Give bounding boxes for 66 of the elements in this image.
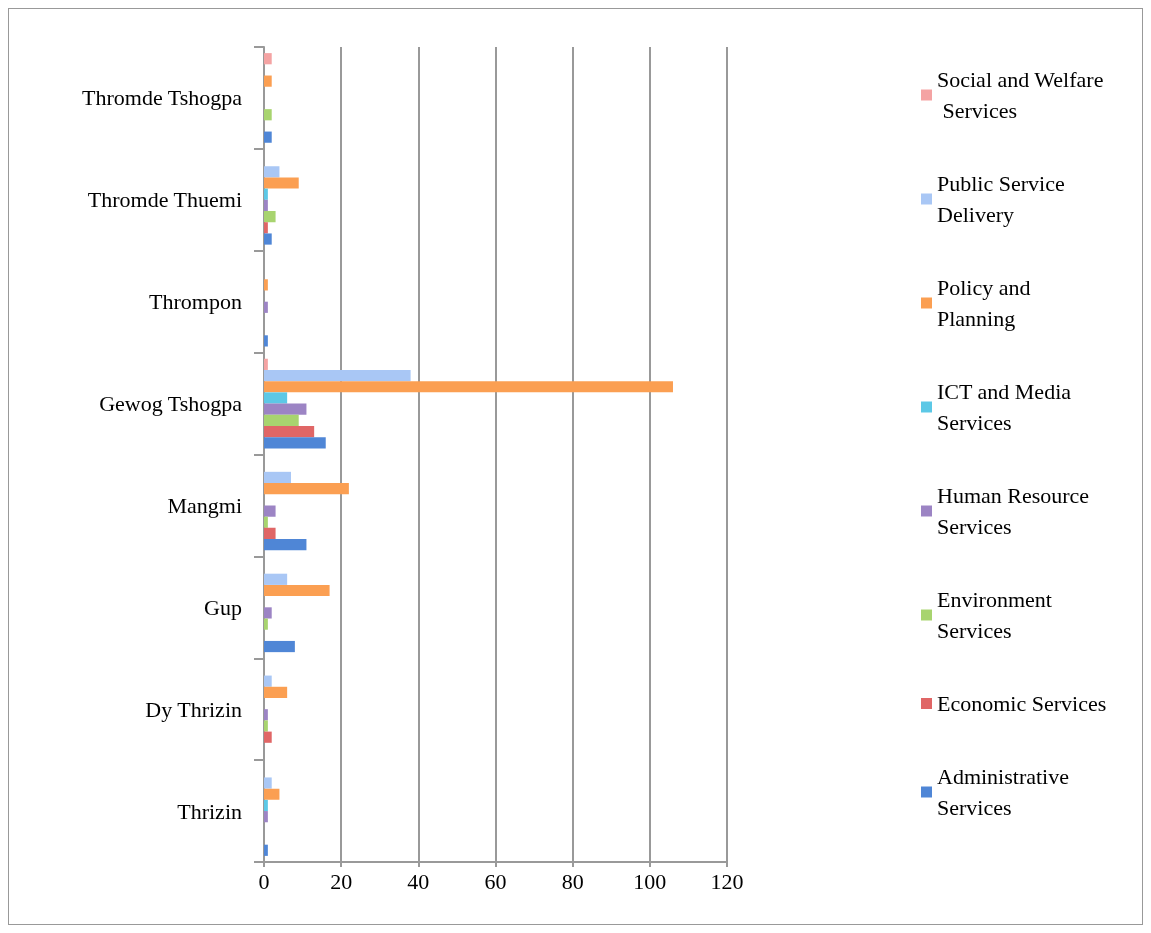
- y-tick-label: Dy Thrizin: [145, 696, 242, 722]
- legend-label: Policy and Planning: [937, 275, 1036, 331]
- bar: [264, 709, 268, 721]
- x-tick-label: 0: [258, 868, 270, 894]
- bar: [264, 437, 326, 449]
- bar: [264, 811, 268, 823]
- bar: [264, 607, 272, 619]
- bar: [264, 799, 268, 812]
- bar: [264, 199, 268, 212]
- bar: [264, 731, 272, 743]
- bar: [264, 403, 307, 415]
- bar: [264, 75, 272, 87]
- bar: [264, 53, 272, 65]
- bar: [264, 539, 307, 551]
- bar: [264, 414, 299, 426]
- bar: [264, 505, 276, 517]
- x-tick-label: 40: [407, 868, 430, 894]
- bar: [264, 788, 280, 800]
- bar: [264, 381, 673, 393]
- bar: [264, 777, 272, 789]
- legend-label: Social and Welfare Services: [937, 67, 1104, 123]
- bar: [264, 675, 272, 687]
- bar: [264, 177, 299, 189]
- x-tick-label: 20: [330, 868, 353, 894]
- bar: [264, 392, 288, 404]
- x-tick-label: 60: [484, 868, 507, 894]
- y-tick-label: Gewog Tshogpa: [99, 391, 243, 417]
- bar: [264, 301, 268, 313]
- bar: [264, 109, 272, 121]
- y-tick-label: Thrizin: [177, 798, 242, 824]
- bar: [264, 844, 268, 856]
- bar: [264, 425, 315, 438]
- x-tick-label: 100: [633, 868, 667, 894]
- bar: [264, 233, 272, 245]
- bar: [264, 131, 272, 143]
- bar: [264, 527, 276, 540]
- bar: [264, 335, 268, 347]
- bar: [264, 618, 268, 630]
- bar: [264, 369, 411, 382]
- bar: [264, 166, 280, 178]
- legend-label: Administrative Services: [937, 764, 1075, 820]
- bar: [264, 188, 268, 200]
- bar: [264, 573, 288, 585]
- y-tick-label: Thrompon: [149, 289, 242, 315]
- legend-label: Public Service Delivery: [937, 171, 1071, 227]
- bar: [264, 516, 268, 528]
- y-tick-label: Gup: [204, 594, 242, 620]
- bar: [264, 211, 276, 223]
- bar: [264, 222, 268, 234]
- x-tick-label: 80: [561, 868, 584, 894]
- bar: [264, 358, 268, 370]
- bar: [264, 279, 268, 291]
- y-tick-label: Thromde Tshogpa: [82, 85, 243, 111]
- bar: [264, 584, 330, 597]
- bar: [264, 640, 295, 653]
- y-tick-label: Thromde Thuemi: [87, 187, 242, 213]
- x-tick-label: 120: [710, 868, 744, 894]
- legend-label: Economic Services: [937, 691, 1107, 716]
- y-tick-label: Mangmi: [167, 492, 242, 518]
- bar: [264, 471, 292, 484]
- bar: [264, 686, 288, 698]
- legend-label: Human Resource Services: [937, 483, 1095, 539]
- legend-label: Environment Services: [937, 587, 1058, 643]
- legend-label: ICT and Media Services: [937, 379, 1077, 435]
- bar: [264, 483, 349, 495]
- bar: [264, 720, 268, 732]
